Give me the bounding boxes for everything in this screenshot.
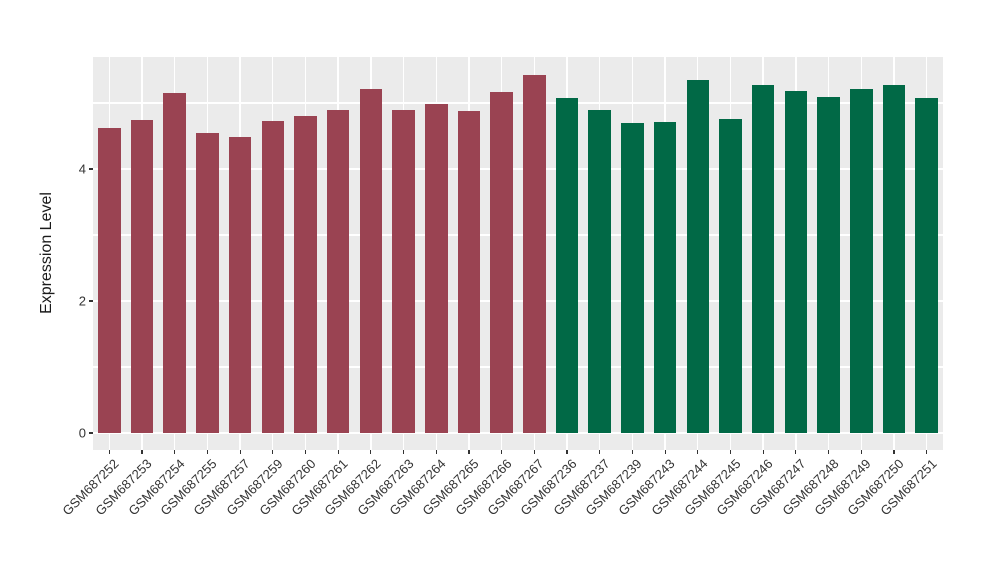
bar-GSM687236 [555,98,579,433]
bar-GSM687257 [228,137,252,433]
x-tick-mark [337,450,339,454]
x-tick-mark [370,450,372,454]
y-tick-mark-0 [89,432,93,434]
x-tick-mark [435,450,437,454]
bar-GSM687255 [196,133,219,433]
bar-GSM687264 [425,104,448,433]
y-tick-mark-2 [89,300,93,302]
x-tick-mark [141,450,143,454]
x-tick-mark [860,450,862,454]
gridline-major-y4 [93,168,943,170]
bar-GSM687251 [915,98,938,433]
x-tick-mark [501,450,503,454]
x-tick-mark [631,450,633,454]
x-tick-mark [402,450,405,454]
bar-GSM687250 [882,85,906,433]
x-tick-mark [926,450,928,454]
bar-GSM687248 [817,97,840,433]
y-tick-mark-4 [89,168,93,170]
x-tick-mark [566,450,568,454]
x-tick-mark [272,450,274,454]
bar-GSM687247 [784,91,808,433]
y-tick-label-2: 2 [78,293,86,309]
bar-GSM687260 [294,116,317,433]
bar-GSM687252 [98,128,121,433]
x-tick-mark [827,450,830,454]
x-tick-mark [762,450,764,454]
x-tick-mark [729,450,732,454]
bar-GSM687262 [359,89,383,433]
bar-GSM687237 [588,110,611,433]
x-tick-mark [533,450,535,454]
x-tick-mark [599,450,601,454]
gridline-minor-y3 [93,234,943,236]
bar-GSM687263 [392,110,415,433]
x-tick-mark [239,450,241,454]
bar-GSM687266 [490,92,513,433]
bar-GSM687249 [850,89,873,433]
bar-GSM687261 [326,110,350,433]
x-tick-mark [893,450,895,454]
bar-GSM687254 [163,93,186,433]
y-tick-label-0: 0 [78,425,86,441]
bar-GSM687245 [719,119,742,433]
bar-GSM687267 [523,75,546,433]
bar-GSM687265 [457,111,481,433]
bar-GSM687246 [751,85,775,433]
bar-GSM687244 [686,80,710,433]
gridline-minor-y5 [93,102,943,104]
bar-GSM687239 [621,123,644,433]
gridline-major-y2 [93,300,943,302]
x-tick-mark [174,450,176,454]
x-tick-mark [206,450,208,454]
x-tick-mark [108,450,110,454]
x-tick-mark [795,450,797,454]
y-tick-label-4: 4 [78,161,86,177]
bar-GSM687243 [653,122,677,433]
x-tick-mark [664,450,666,454]
x-tick-mark [304,450,307,454]
x-tick-mark [697,450,699,454]
bar-GSM687259 [261,121,285,433]
gridline-major-y0 [93,432,943,434]
x-tick-mark [468,450,470,454]
bar-GSM687253 [130,120,154,433]
plot-panel [93,57,943,450]
gridline-minor-y1 [93,366,943,368]
